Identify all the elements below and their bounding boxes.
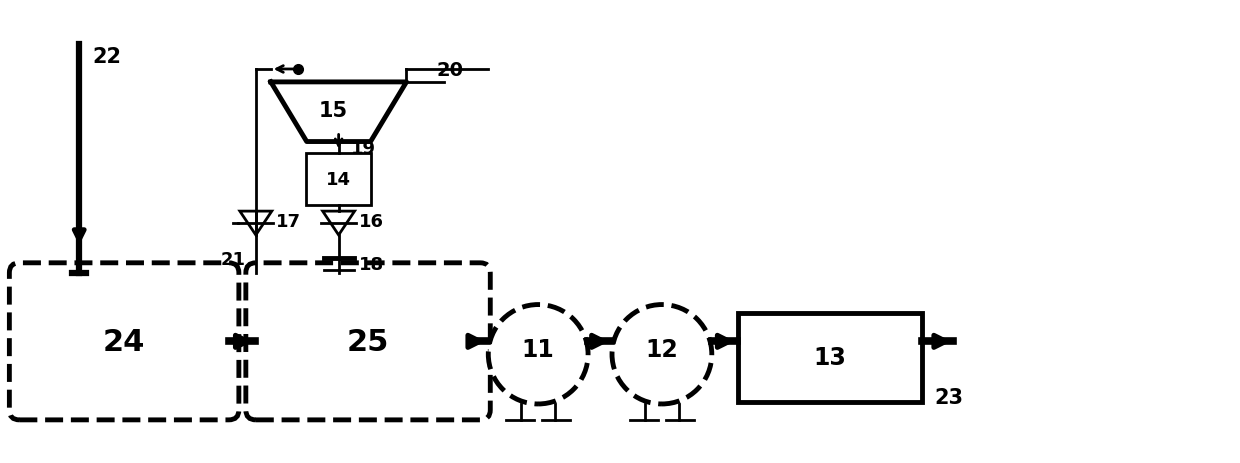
FancyBboxPatch shape	[246, 263, 490, 420]
Text: 16: 16	[358, 212, 383, 230]
Text: 19: 19	[351, 139, 376, 157]
Text: 18: 18	[358, 255, 383, 273]
Text: 13: 13	[813, 345, 847, 369]
Polygon shape	[239, 212, 272, 236]
Text: 24: 24	[103, 327, 145, 356]
Text: 22: 22	[92, 47, 122, 67]
Text: 15: 15	[319, 100, 348, 120]
Text: 21: 21	[221, 250, 246, 268]
Text: 25: 25	[347, 327, 389, 356]
Bar	[738, 313, 923, 402]
Text: 20: 20	[436, 61, 464, 80]
Bar	[306, 154, 371, 206]
Text: 14: 14	[326, 171, 351, 189]
Text: 23: 23	[934, 387, 963, 407]
FancyBboxPatch shape	[10, 263, 239, 420]
Text: 11: 11	[522, 338, 554, 362]
Circle shape	[613, 305, 712, 404]
Text: 12: 12	[646, 338, 678, 362]
Text: 17: 17	[275, 212, 301, 230]
Polygon shape	[322, 212, 355, 236]
Circle shape	[489, 305, 588, 404]
